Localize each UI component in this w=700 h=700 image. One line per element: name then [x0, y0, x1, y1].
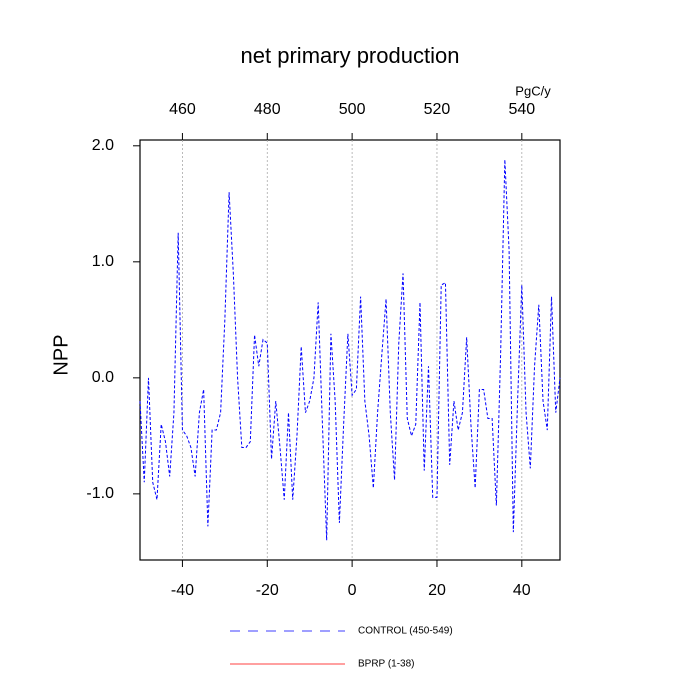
- x-tick-label: -40: [171, 582, 194, 599]
- x2-tick-label: 500: [339, 101, 366, 118]
- x-tick-label: 20: [428, 582, 446, 599]
- y-axis-label: NPP: [50, 334, 72, 375]
- y-tick-label: 1.0: [92, 253, 114, 270]
- legend-label: BPRP (1-38): [358, 659, 415, 670]
- y-tick-label: 0.0: [92, 369, 114, 386]
- y-tick-label: -1.0: [86, 485, 114, 502]
- x-tick-label: 40: [513, 582, 531, 599]
- x-tick-label: 0: [348, 582, 357, 599]
- x2-tick-label: 460: [169, 101, 196, 118]
- legend-label: CONTROL (450-549): [358, 626, 453, 637]
- x2-tick-label: 520: [424, 101, 451, 118]
- x2-tick-label: 540: [508, 101, 535, 118]
- x2-tick-label: 480: [254, 101, 281, 118]
- y-tick-label: 2.0: [92, 137, 114, 154]
- plot-frame: [139, 139, 561, 561]
- x-tick-label: -20: [256, 582, 279, 599]
- chart-title: net primary production: [241, 43, 460, 68]
- data-line: [139, 159, 561, 541]
- x2-axis-label: PgC/y: [515, 83, 551, 98]
